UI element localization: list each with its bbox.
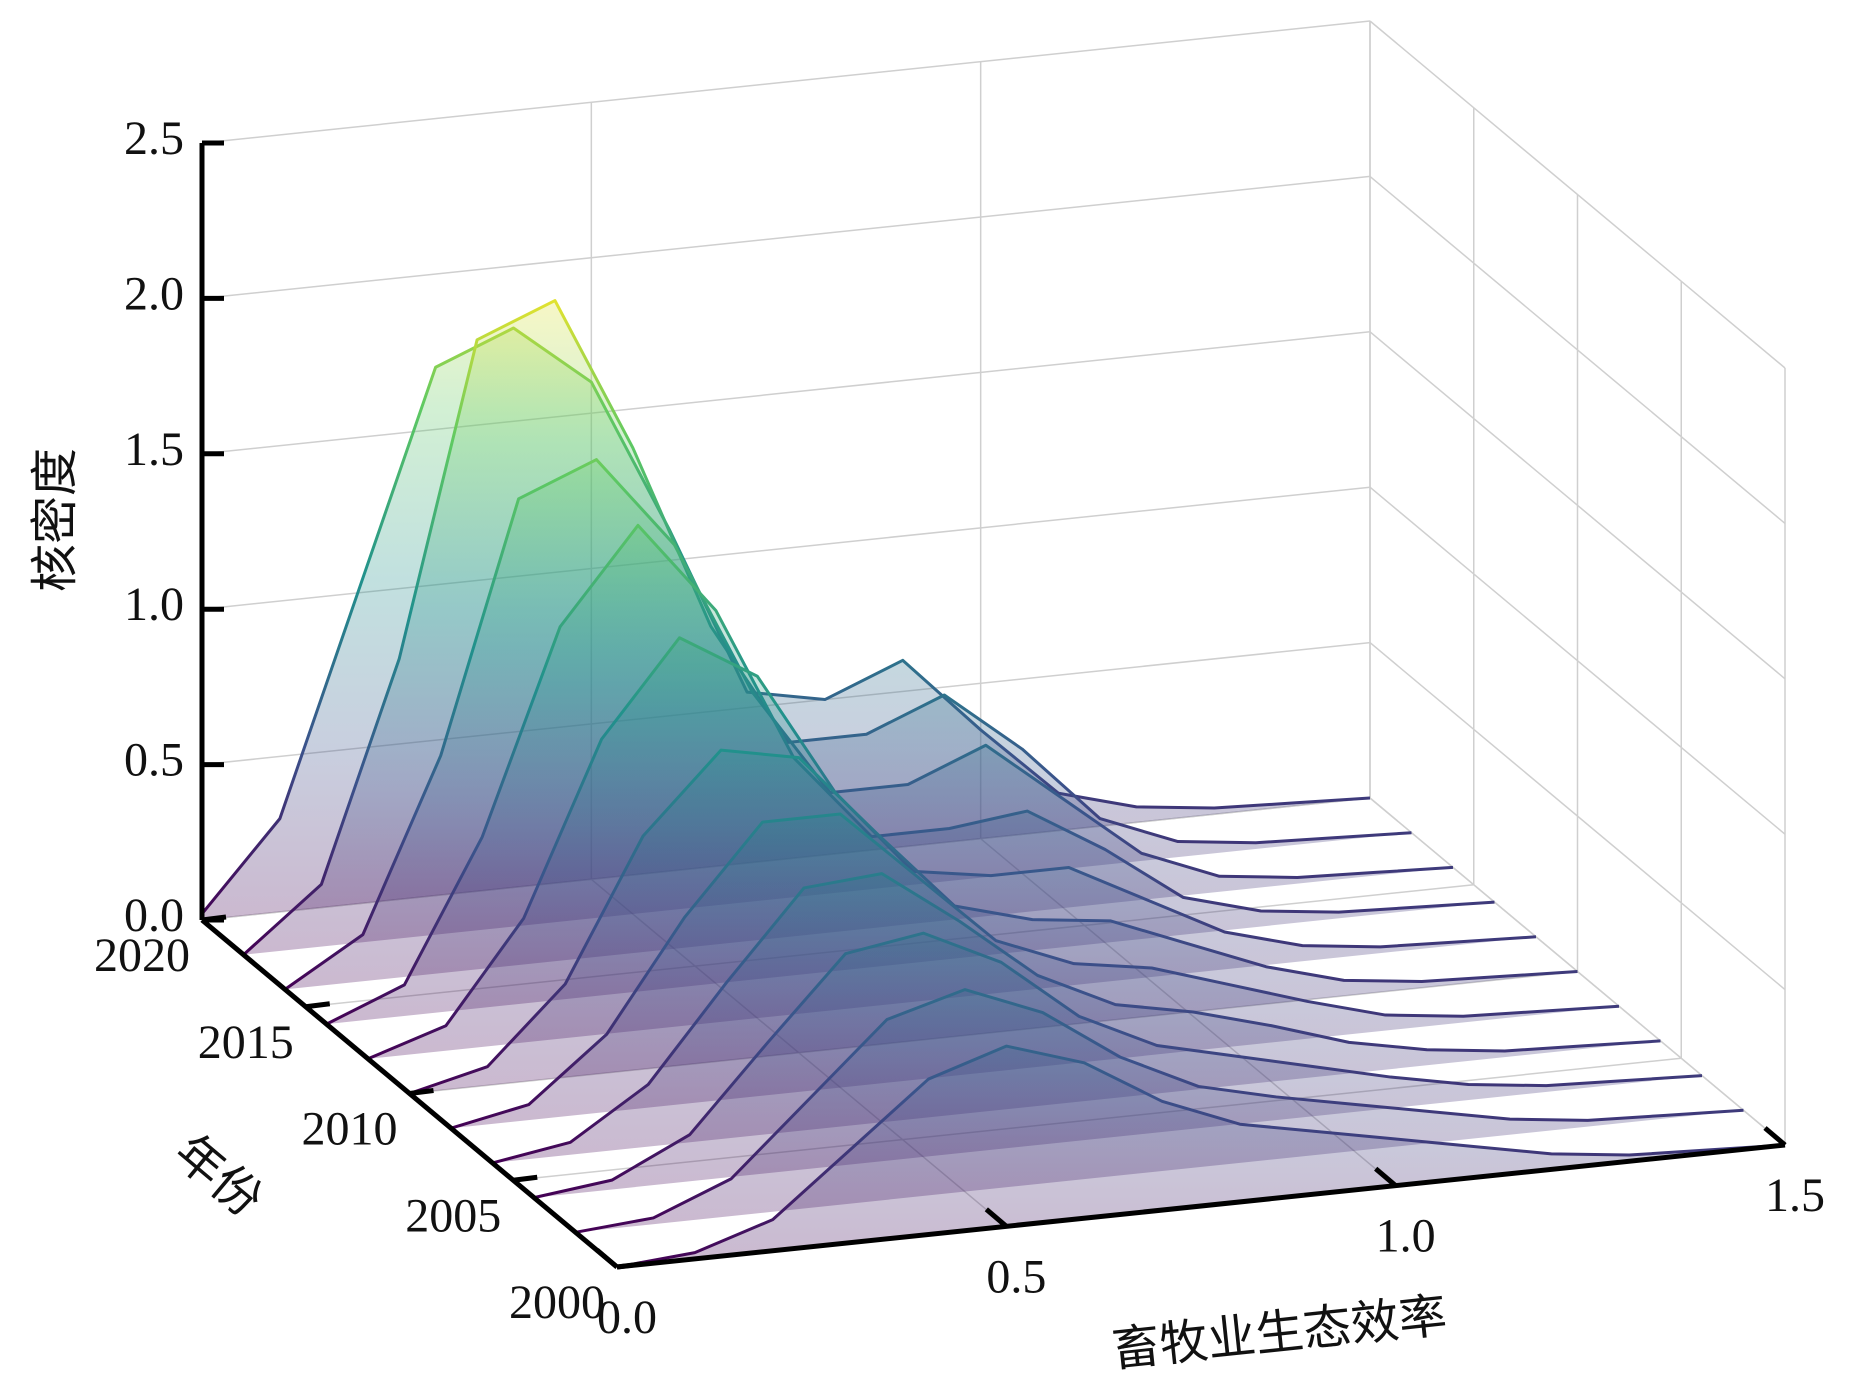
x-tick: [984, 1207, 1008, 1229]
x-tick: [595, 1248, 619, 1269]
surface-row: [409, 748, 1578, 1095]
z-tick-label: 1.0: [124, 578, 184, 631]
y-tick-label: 2005: [405, 1189, 501, 1242]
surface-row: [575, 988, 1744, 1234]
y-tick-label: 2015: [198, 1016, 294, 1069]
y-tick-label: 2010: [302, 1103, 398, 1156]
surface-fill: [617, 1046, 1785, 1267]
x-tick: [1763, 1126, 1787, 1147]
surface-row: [492, 872, 1661, 1165]
x-tick: [1374, 1166, 1398, 1188]
y-tick: [305, 1001, 331, 1010]
grid-line: [201, 20, 1371, 144]
x-tick-label: 1.5: [1765, 1169, 1825, 1222]
grid-line: [201, 175, 1371, 300]
y-tick-label: 2020: [94, 929, 190, 982]
y-tick-label: 2000: [509, 1276, 605, 1329]
z-tick-label: 2.5: [124, 112, 184, 165]
x-axis-label: 畜牧业生态效率: [1110, 1290, 1450, 1378]
surface-row: [200, 326, 1371, 915]
surface-row: [242, 299, 1412, 956]
z-tick-label: 0.5: [124, 734, 184, 787]
z-axis-label: 核密度: [29, 448, 82, 592]
x-tick-label: 1.0: [1376, 1210, 1436, 1263]
y-tick: [409, 1088, 434, 1096]
z-tick-label: 2.0: [124, 267, 184, 320]
x-axis: [616, 1142, 1786, 1270]
grid-line: [201, 331, 1371, 455]
y-tick: [201, 914, 227, 923]
y-tick: [512, 1174, 538, 1183]
surface-row: [616, 1044, 1786, 1269]
z-tick-label: 0.0: [124, 889, 184, 942]
y-tick: [616, 1261, 642, 1270]
surface-row: [533, 931, 1703, 1200]
x-tick-label: 0.5: [986, 1250, 1046, 1303]
z-tick-label: 1.5: [124, 423, 184, 476]
surface-row: [450, 812, 1620, 1130]
x-tick-label: 0.0: [597, 1291, 657, 1344]
y-axis-label: 年份: [164, 1125, 272, 1227]
surface-row: [367, 636, 1537, 1061]
surface-row: [325, 523, 1495, 1026]
surface-row: [284, 458, 1454, 991]
